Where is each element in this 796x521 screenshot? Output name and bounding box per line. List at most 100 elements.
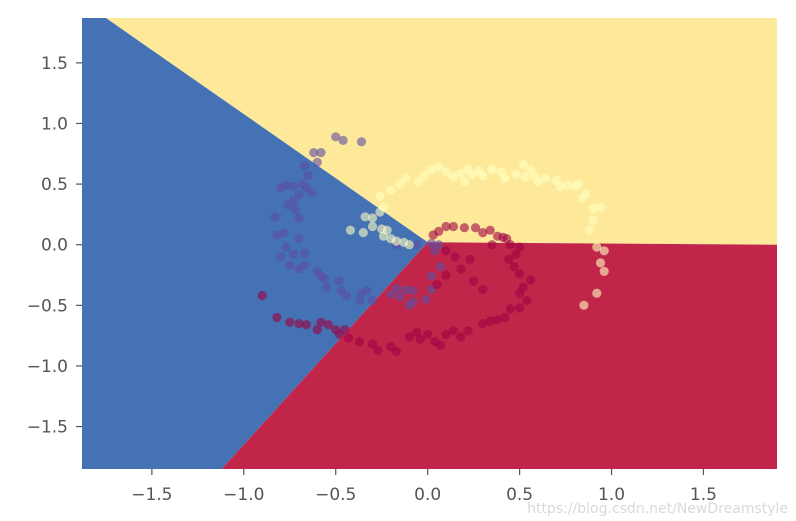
data-point bbox=[435, 340, 446, 350]
data-point bbox=[456, 332, 466, 342]
data-point bbox=[435, 261, 446, 272]
data-point bbox=[294, 190, 304, 200]
data-point bbox=[272, 230, 282, 240]
data-point bbox=[511, 249, 521, 259]
data-point bbox=[540, 173, 550, 183]
data-point bbox=[276, 252, 286, 262]
x-tick-label: 1.5 bbox=[690, 485, 717, 505]
data-point bbox=[316, 317, 326, 327]
region-red bbox=[221, 242, 777, 469]
data-point bbox=[391, 346, 401, 356]
data-point bbox=[301, 320, 311, 330]
data-point bbox=[509, 261, 519, 272]
data-point bbox=[467, 169, 477, 179]
data-point bbox=[426, 271, 436, 281]
data-point bbox=[448, 326, 458, 336]
data-point bbox=[386, 289, 396, 299]
x-tick-label: −1.5 bbox=[131, 485, 172, 505]
data-point bbox=[432, 280, 442, 290]
data-point bbox=[342, 291, 352, 301]
data-point bbox=[281, 242, 291, 252]
data-point bbox=[294, 213, 304, 223]
data-point bbox=[303, 171, 313, 181]
data-point bbox=[401, 285, 411, 295]
data-point bbox=[323, 320, 333, 330]
data-point bbox=[340, 325, 350, 335]
y-tick-label: 0.0 bbox=[41, 236, 68, 256]
data-point bbox=[441, 270, 451, 280]
data-point bbox=[272, 312, 282, 323]
data-point bbox=[592, 288, 602, 298]
y-tick-label: −0.5 bbox=[27, 296, 68, 316]
x-tick-label: −0.5 bbox=[315, 485, 356, 505]
y-axis: 1.5 1.0 0.5 0.0 −0.5 −1.0 −1.5 bbox=[27, 54, 82, 438]
data-point bbox=[511, 169, 521, 179]
data-point bbox=[279, 228, 289, 238]
data-point bbox=[520, 172, 530, 182]
data-point bbox=[448, 172, 458, 182]
data-point bbox=[522, 295, 532, 306]
data-point bbox=[404, 240, 414, 250]
data-point bbox=[555, 181, 565, 192]
data-point bbox=[500, 173, 510, 183]
data-point bbox=[478, 285, 488, 295]
data-point bbox=[312, 325, 322, 335]
data-point bbox=[485, 316, 495, 326]
data-point bbox=[309, 148, 319, 158]
data-point bbox=[320, 274, 330, 284]
data-point bbox=[515, 242, 525, 252]
data-point bbox=[588, 215, 598, 226]
x-tick-label: 1.0 bbox=[598, 485, 625, 505]
y-tick-label: 1.0 bbox=[41, 114, 68, 134]
data-point bbox=[276, 183, 286, 193]
data-point bbox=[358, 228, 368, 238]
y-tick-label: 0.5 bbox=[41, 175, 68, 195]
data-point bbox=[408, 286, 418, 296]
x-tick-label: −1.0 bbox=[223, 485, 264, 505]
data-point bbox=[355, 337, 365, 347]
data-point bbox=[426, 238, 436, 249]
data-point bbox=[285, 260, 295, 270]
data-point bbox=[469, 276, 479, 286]
y-tick-label: −1.0 bbox=[27, 357, 68, 377]
data-point bbox=[448, 221, 458, 232]
data-point bbox=[492, 315, 503, 325]
data-point bbox=[434, 240, 444, 250]
data-point bbox=[395, 179, 405, 189]
data-point bbox=[595, 258, 606, 268]
data-point bbox=[362, 286, 372, 296]
data-point bbox=[463, 326, 473, 336]
data-point bbox=[421, 294, 431, 304]
data-point bbox=[474, 166, 484, 176]
data-point bbox=[487, 164, 497, 175]
data-point bbox=[312, 157, 322, 167]
data-point bbox=[283, 200, 293, 210]
data-point bbox=[579, 300, 589, 310]
data-point bbox=[360, 212, 370, 222]
scatter-points bbox=[257, 132, 609, 356]
data-point bbox=[299, 248, 310, 258]
data-point bbox=[562, 180, 573, 190]
data-point bbox=[415, 334, 425, 344]
data-point bbox=[344, 333, 354, 343]
data-point bbox=[577, 194, 587, 204]
data-point bbox=[434, 162, 444, 172]
data-point bbox=[401, 173, 411, 183]
data-point bbox=[478, 228, 488, 238]
data-point bbox=[518, 160, 528, 170]
data-point bbox=[375, 191, 385, 201]
x-tick-label: 0.0 bbox=[414, 485, 441, 505]
data-point bbox=[345, 225, 355, 235]
data-point bbox=[456, 168, 466, 178]
region-yellow bbox=[82, 18, 777, 245]
data-point bbox=[316, 148, 326, 158]
data-point bbox=[526, 275, 536, 285]
data-point bbox=[419, 171, 429, 181]
data-point bbox=[441, 167, 451, 177]
data-point bbox=[367, 339, 378, 349]
data-point bbox=[441, 221, 451, 232]
data-point bbox=[595, 202, 606, 212]
data-point bbox=[299, 161, 310, 171]
data-point bbox=[386, 185, 396, 195]
data-point bbox=[518, 282, 528, 292]
